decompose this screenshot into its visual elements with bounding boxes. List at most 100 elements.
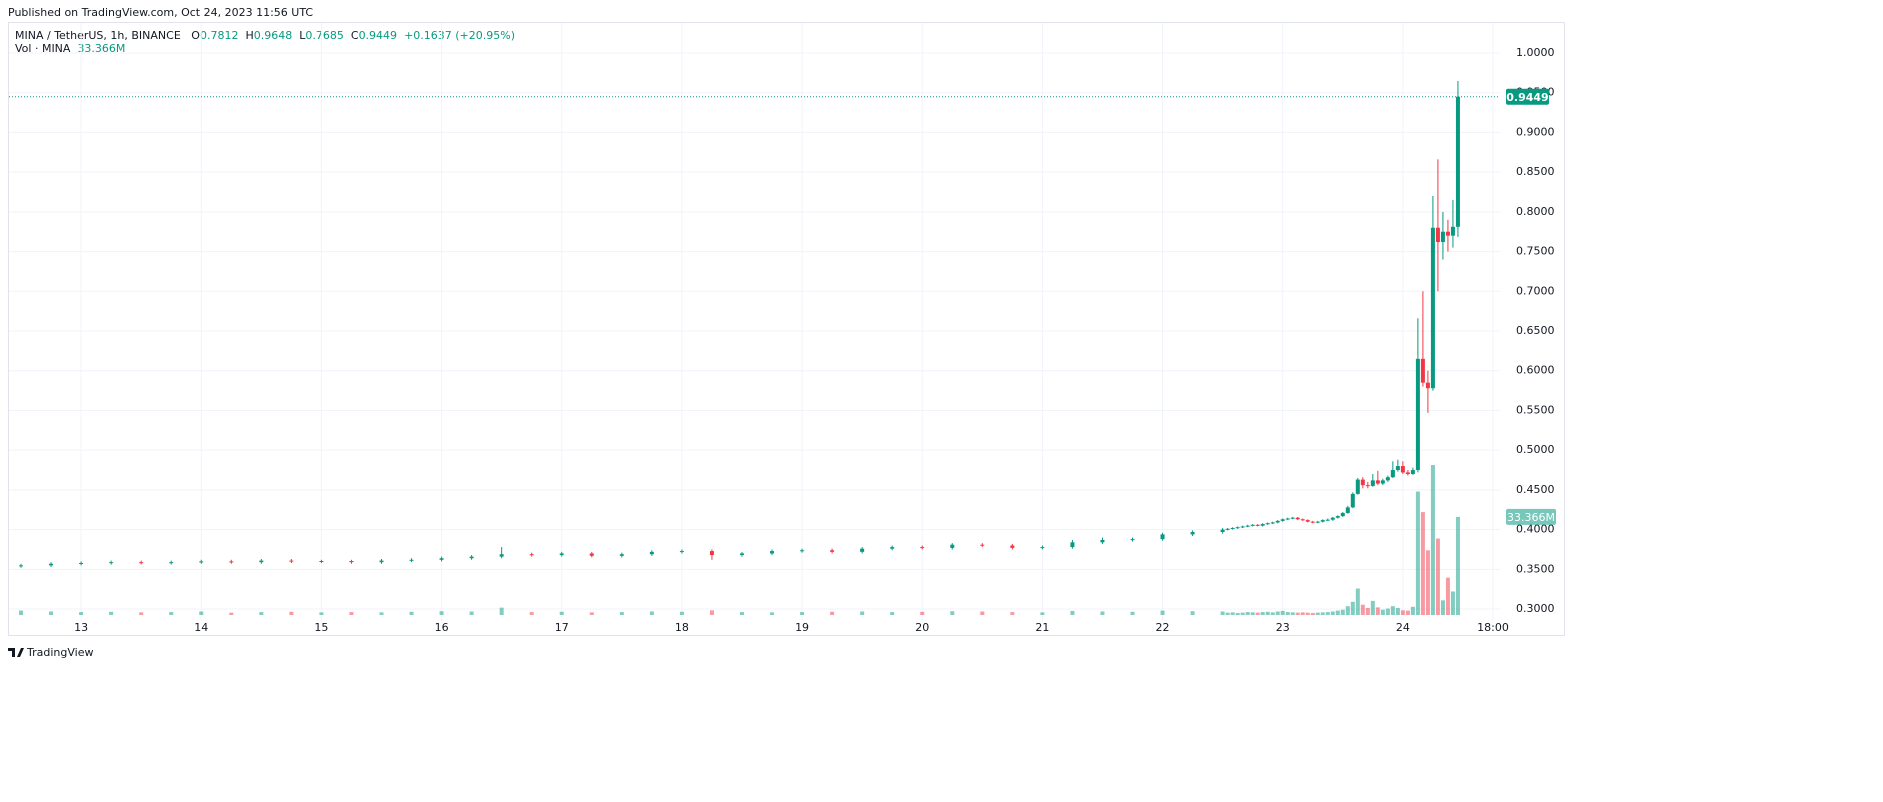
y-tick-label: 0.4000: [1516, 523, 1555, 536]
volume-bar: [1010, 612, 1015, 615]
volume-bar: [1370, 600, 1375, 615]
x-tick-label: 23: [1276, 621, 1290, 634]
candle-body: [1275, 520, 1280, 523]
volume-bar: [1280, 610, 1285, 615]
last-volume-tag: [1506, 508, 1556, 525]
volume-bar: [1365, 607, 1370, 615]
ohlc-letter: H: [245, 29, 254, 42]
volume-bar: [499, 607, 504, 615]
candle-body: [800, 550, 805, 552]
candle-body: [1360, 479, 1365, 486]
candle-body: [319, 560, 324, 562]
candle-body: [1040, 547, 1045, 549]
volume-bar: [1440, 600, 1445, 615]
volume-bar: [1350, 601, 1355, 615]
candle-body: [860, 548, 865, 552]
x-tick-label: 21: [1035, 621, 1049, 634]
volume-bar: [1345, 606, 1350, 615]
candle-body: [139, 562, 144, 564]
volume-bar: [1380, 609, 1385, 615]
y-tick-label: 0.7500: [1516, 245, 1555, 258]
candle-body: [830, 550, 835, 552]
candle-body: [1160, 534, 1165, 540]
ohlc-value: 0.7812: [199, 29, 239, 42]
candle-body: [1100, 539, 1105, 543]
candle-body: [1410, 470, 1415, 475]
volume-bar: [1425, 550, 1430, 615]
candle-body: [1440, 231, 1445, 243]
candle-body: [890, 547, 895, 549]
candle-body: [1385, 477, 1390, 481]
volume-bar: [559, 611, 564, 615]
candle-body: [349, 560, 354, 563]
candle-body: [589, 553, 594, 556]
volume-bar: [1390, 606, 1395, 615]
candle-body: [619, 554, 624, 556]
candle-body: [529, 554, 534, 556]
last-price-tag: [1506, 88, 1549, 105]
x-tick-label: 18: [675, 621, 689, 634]
change: +0.1637 (+20.95%): [404, 29, 516, 42]
candle-body: [1190, 532, 1195, 535]
candle-body: [1070, 542, 1075, 548]
volume-bar: [1225, 612, 1230, 615]
candle-body: [1375, 480, 1380, 484]
volume-bar: [1270, 612, 1275, 615]
volume-bar: [890, 612, 895, 615]
candle-body: [1325, 519, 1330, 521]
volume-bar: [1330, 611, 1335, 615]
candle-body: [1380, 480, 1385, 484]
candle-body: [559, 553, 564, 556]
volume-bar: [469, 611, 474, 615]
volume-bar: [619, 612, 624, 615]
candle-body: [950, 544, 955, 548]
volume-bar: [1290, 612, 1295, 615]
candle-body: [1255, 524, 1260, 526]
candle-body: [679, 551, 684, 553]
volume-bar: [1275, 611, 1280, 615]
x-tick-label: 16: [435, 621, 449, 634]
x-tick-label: 19: [795, 621, 809, 634]
volume-bar: [319, 612, 324, 615]
candle-body: [1345, 507, 1350, 513]
volume-bar: [980, 611, 985, 615]
volume-bar: [1240, 612, 1245, 615]
y-tick-label: 0.5000: [1516, 443, 1555, 456]
volume-bar: [1100, 611, 1105, 615]
volume-bar: [830, 611, 835, 615]
volume-bar: [289, 611, 294, 615]
candle-body: [1290, 517, 1295, 519]
grid: [9, 23, 1500, 621]
candle-body: [1335, 516, 1340, 518]
volume-bar: [1405, 610, 1410, 615]
candle-body: [289, 560, 294, 562]
x-tick-label: 20: [915, 621, 929, 634]
candle-body: [1295, 517, 1300, 520]
volume-bar: [709, 610, 714, 615]
volume-title: Vol · MINA: [15, 42, 71, 55]
volume-bar: [229, 612, 234, 615]
x-tick-label: 17: [555, 621, 569, 634]
volume-bar: [1375, 607, 1380, 615]
candle-body: [1340, 512, 1345, 517]
candle-body: [1390, 470, 1395, 478]
volume-bar: [770, 612, 775, 615]
x-tick-label: 22: [1156, 621, 1170, 634]
ohlc-value: 0.9648: [253, 29, 293, 42]
candle-body: [199, 561, 204, 563]
y-tick-label: 0.6500: [1516, 324, 1555, 337]
candle-body: [1225, 528, 1230, 530]
y-tick-label: 1.0000: [1516, 46, 1555, 59]
brand: TradingView: [26, 646, 93, 659]
volume-bar: [349, 612, 354, 615]
y-tick-label: 0.7000: [1516, 284, 1555, 297]
volume-bar: [1360, 604, 1365, 615]
candle-body: [1435, 227, 1440, 243]
candle-body: [1330, 517, 1335, 520]
candle-body: [980, 544, 985, 546]
x-tick-label: 14: [194, 621, 208, 634]
volume-bar: [1070, 610, 1075, 615]
candle-body: [259, 560, 264, 563]
candle-body: [1445, 231, 1450, 236]
